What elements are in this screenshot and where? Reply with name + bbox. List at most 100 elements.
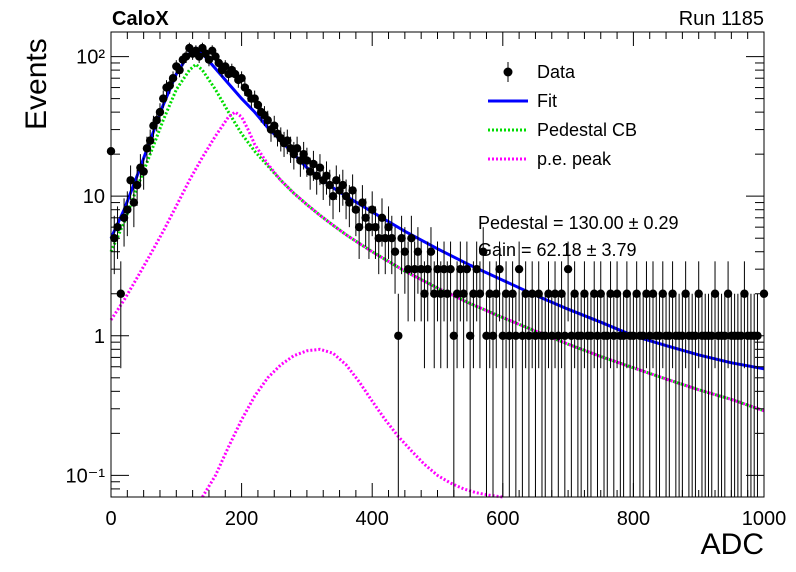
data-point <box>123 205 132 214</box>
data-point <box>152 116 161 125</box>
data-point <box>665 331 674 340</box>
data-point <box>214 58 223 68</box>
data-point <box>129 198 139 207</box>
data-point <box>563 264 573 274</box>
data-point <box>707 331 716 340</box>
data-point <box>524 331 534 340</box>
data-point <box>292 144 302 153</box>
data-point <box>557 289 566 298</box>
data-point <box>452 289 462 298</box>
data-point <box>345 198 354 207</box>
fit-parameter-annotation: Gain = 62.18 ± 3.79 <box>478 240 637 260</box>
data-point <box>168 74 178 83</box>
data-point <box>315 163 325 172</box>
data-point <box>116 289 125 298</box>
data-point <box>586 331 596 340</box>
legend-label-fit: Fit <box>537 91 557 111</box>
data-point <box>332 176 341 185</box>
data-point <box>710 289 720 298</box>
data-point <box>341 191 351 201</box>
data-point <box>263 116 272 125</box>
data-point <box>211 52 220 61</box>
data-point <box>492 289 501 298</box>
data-point <box>655 331 664 340</box>
data-point <box>678 331 687 340</box>
data-point <box>348 186 357 195</box>
data-point <box>668 289 677 298</box>
data-point <box>270 121 279 130</box>
data-point <box>603 331 612 340</box>
y-tick-label: 10 <box>83 186 105 208</box>
legend-label-pedestal-cb: Pedestal CB <box>537 120 637 140</box>
y-tick-label: 10² <box>76 47 105 69</box>
data-point <box>390 247 400 256</box>
data-point <box>606 289 615 298</box>
x-tick-label: 200 <box>225 508 258 530</box>
data-point <box>397 234 406 243</box>
data-point <box>580 289 589 298</box>
data-point <box>433 264 442 274</box>
data-point <box>544 289 553 298</box>
data-point <box>488 331 498 340</box>
data-point <box>479 247 488 256</box>
data-point <box>567 331 576 340</box>
data-point <box>612 289 622 298</box>
data-point <box>403 264 413 274</box>
data-point <box>361 213 370 223</box>
data-point <box>436 289 445 298</box>
data-point <box>740 289 749 298</box>
data-point <box>629 331 638 340</box>
data-point <box>381 234 390 243</box>
data-point <box>527 289 537 298</box>
axis-ticks: 0 200 400 600 800 1000 10⁻¹ 1 10 10² <box>66 32 787 530</box>
data-point <box>426 247 436 256</box>
data-point <box>175 65 184 75</box>
data-point <box>459 289 468 298</box>
data-point <box>430 289 439 298</box>
data-point <box>410 264 419 274</box>
data-point <box>377 213 387 223</box>
data-point <box>145 136 155 145</box>
data-point <box>596 289 605 298</box>
data-point <box>394 331 403 340</box>
data-point <box>469 289 478 298</box>
data-point <box>416 264 426 274</box>
fit-annotations: Pedestal = 130.00 ± 0.29 Gain = 62.18 ± 3… <box>478 213 679 260</box>
data-point <box>456 264 465 274</box>
data-point <box>475 289 485 298</box>
data-point <box>155 107 165 117</box>
data-point <box>632 289 641 298</box>
data-point <box>645 331 654 340</box>
data-point <box>638 331 648 340</box>
plot-caption-left: CaloX <box>112 8 169 30</box>
data-point <box>498 331 507 340</box>
data-point <box>413 247 423 256</box>
data-point <box>648 289 658 298</box>
data-point <box>541 331 550 340</box>
data-point <box>521 289 530 298</box>
data-point <box>518 331 527 340</box>
data-point <box>354 222 364 232</box>
data-point <box>609 331 619 340</box>
x-tick-label: 1000 <box>742 508 787 530</box>
data-point <box>407 234 416 243</box>
legend-label-p-e-peak: p.e. peak <box>537 149 612 169</box>
data-point <box>221 62 230 71</box>
data-point <box>723 289 733 298</box>
data-point <box>560 331 570 340</box>
data-point <box>485 289 494 298</box>
data-point <box>165 81 174 90</box>
data-point <box>691 331 700 340</box>
x-axis-label: ADC <box>700 528 764 561</box>
data-point <box>534 289 543 298</box>
data-point <box>449 331 459 340</box>
data-point <box>550 289 560 298</box>
data-point <box>511 331 521 340</box>
data-point <box>570 289 579 298</box>
data-point <box>508 289 517 298</box>
data-point <box>593 331 602 340</box>
data-point <box>374 234 383 243</box>
data-point <box>622 289 632 298</box>
data-point <box>194 52 204 61</box>
